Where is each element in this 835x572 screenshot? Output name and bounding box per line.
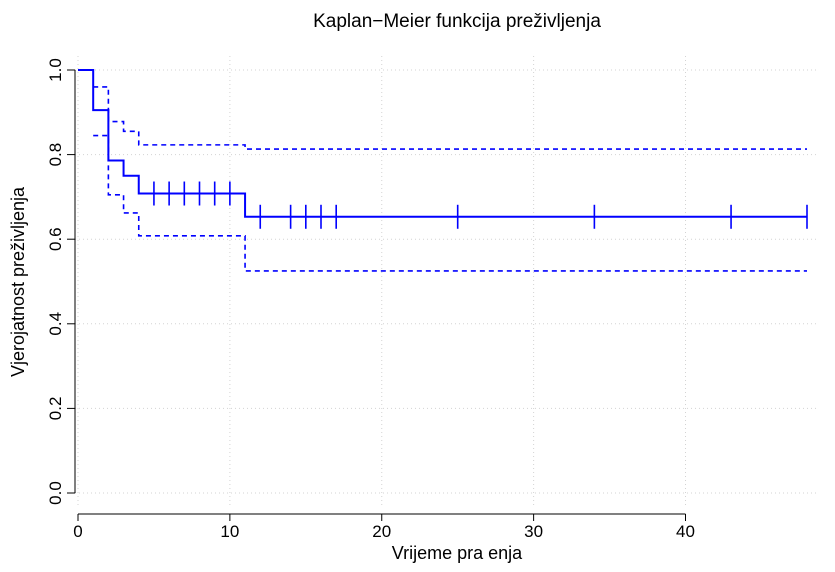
axes: 0.0 0.2 0.4 0.6 0.8 1.0 0 10 20 30 40 [46,58,695,541]
y-axis-label: Vjerojatnost preživljenja [8,186,28,377]
y-tick-label: 0.6 [46,227,65,251]
y-tick-label: 0.0 [46,481,65,505]
x-tick-label: 0 [73,522,82,541]
y-tick-label: 0.2 [46,397,65,421]
x-axis-label: Vrijeme pra enja [392,543,523,563]
y-tick-label: 1.0 [46,58,65,82]
chart-title: Kaplan−Meier funkcija preživljenja [313,11,601,32]
grid [75,56,818,507]
x-tick-label: 10 [220,522,239,541]
series-group [78,69,808,272]
survival-curve [78,69,807,218]
x-tick-label: 20 [372,522,391,541]
x-tick-label: 30 [524,522,543,541]
upper-ci-curve [93,86,807,150]
y-tick-label: 0.8 [46,143,65,167]
x-tick-label: 40 [676,522,695,541]
y-tick-label: 0.4 [46,312,65,336]
